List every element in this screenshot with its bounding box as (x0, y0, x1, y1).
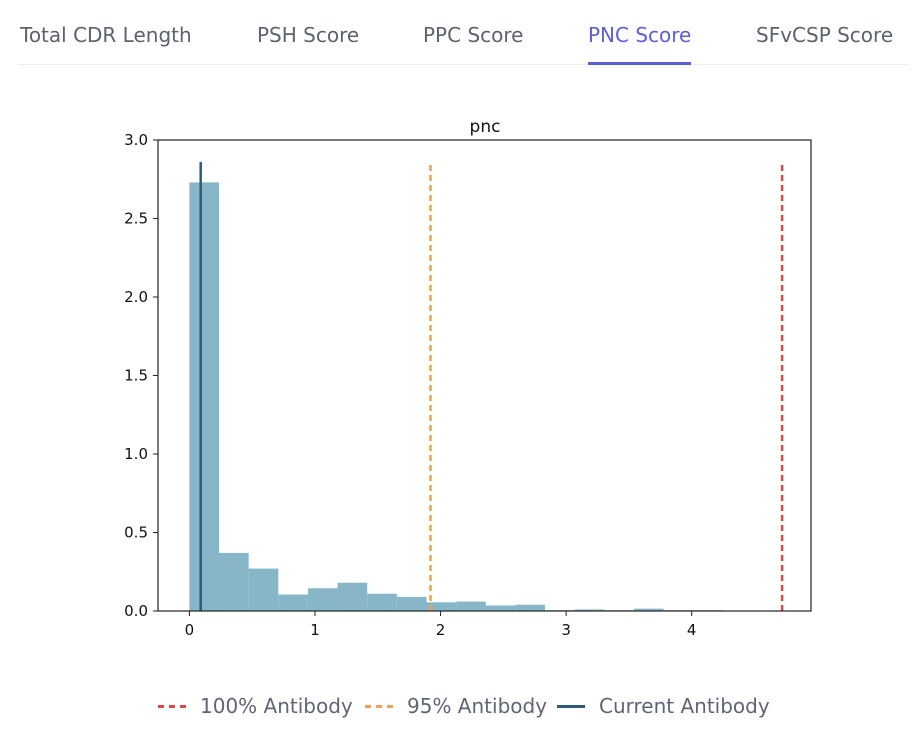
x-tick-label: 3 (561, 621, 571, 639)
tab-label: Total CDR Length (20, 23, 192, 47)
legend-label: Current Antibody (599, 694, 770, 718)
pnc-histogram-chart: pnc 0 1 2 3 4 0.0 0.5 1.0 1.5 2.0 2.5 3.0 (124, 117, 812, 639)
histogram-bar (367, 593, 397, 611)
y-tick-label: 3.0 (124, 131, 148, 149)
y-tick-label: 0.5 (124, 524, 148, 542)
legend-label: 95% Antibody (407, 694, 548, 718)
histogram-bar (515, 604, 546, 611)
legend-dashed-red-swatch (158, 704, 186, 708)
histogram-bar (574, 609, 605, 611)
legend-dashed-orange-swatch (365, 704, 393, 708)
x-tick-label: 1 (310, 621, 320, 639)
histogram-bar (189, 182, 220, 611)
chart-title: pnc (470, 117, 501, 137)
histogram-bar (337, 582, 368, 611)
tab-sfvcsp-score[interactable]: SFvCSP Score (756, 0, 893, 64)
tab-label: SFvCSP Score (756, 23, 894, 47)
legend-solid-blue-swatch (557, 704, 585, 708)
tab-total-cdr-length[interactable]: Total CDR Length (20, 0, 192, 64)
y-tick-label: 1.0 (124, 445, 148, 463)
histogram-bar (248, 568, 279, 611)
legend-item-100-antibody[interactable]: 100% Antibody (158, 688, 353, 724)
histogram-bar (278, 594, 308, 611)
legend-item-current-antibody[interactable]: Current Antibody (557, 688, 770, 724)
histogram-bar (219, 552, 249, 611)
legend-label: 100% Antibody (200, 694, 353, 718)
active-tab-indicator (588, 62, 692, 65)
y-tick-label: 1.5 (124, 367, 148, 385)
legend-item-95-antibody[interactable]: 95% Antibody (365, 688, 547, 724)
tab-label: PSH Score (257, 23, 360, 47)
y-tick-label: 0.0 (124, 602, 148, 620)
histogram-bar (485, 605, 516, 611)
histogram-bar (307, 588, 338, 611)
histogram-bar (456, 601, 486, 611)
tab-pnc-score[interactable]: PNC Score (588, 0, 692, 65)
x-tick-label: 4 (687, 621, 697, 639)
x-tick-label: 0 (185, 621, 195, 639)
tab-label: PNC Score (588, 23, 692, 47)
histogram-bar (426, 602, 457, 611)
histogram-bar (633, 608, 664, 611)
tab-ppc-score[interactable]: PPC Score (423, 0, 523, 64)
x-tick-label: 2 (436, 621, 446, 639)
score-tabs: Total CDR Length PSH Score PPC Score PNC… (18, 0, 908, 65)
tab-psh-score[interactable]: PSH Score (257, 0, 359, 64)
y-tick-label: 2.0 (124, 288, 148, 306)
y-tick-label: 2.5 (124, 210, 148, 228)
tab-label: PPC Score (423, 23, 524, 47)
chart-legend: 100% Antibody 95% Antibody Current Antib… (0, 688, 918, 724)
plot-frame (157, 139, 812, 612)
histogram-bar (396, 596, 427, 611)
